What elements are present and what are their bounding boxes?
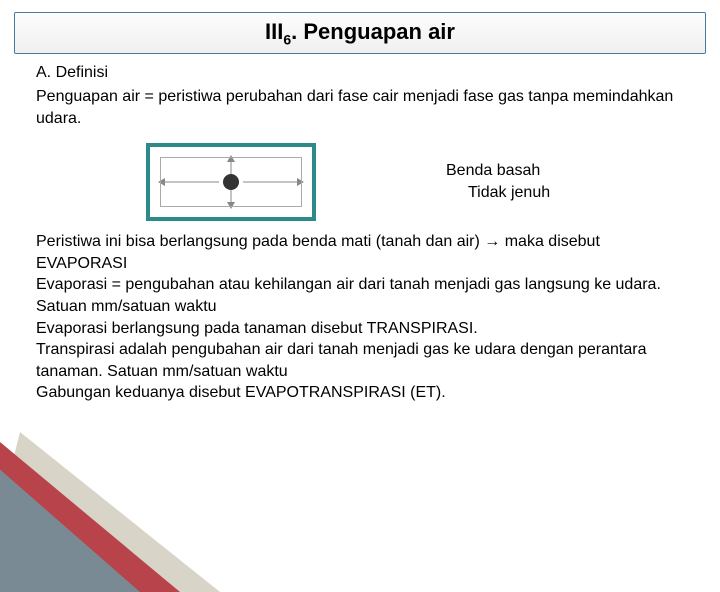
- bottom-accent-icon: [0, 432, 220, 592]
- center-dot-icon: [223, 174, 239, 190]
- header-title: . Penguapan air: [291, 19, 455, 44]
- content: A. Definisi Penguapan air = peristiwa pe…: [0, 62, 720, 404]
- arrow-down: [231, 183, 232, 203]
- body-p2: Evaporasi = pengubahan atau kehilangan a…: [36, 274, 684, 317]
- definition-heading: A. Definisi: [36, 62, 684, 84]
- body-p5: Gabungan keduanya disebut EVAPOTRANSPIRA…: [36, 382, 684, 404]
- arrow-left: [164, 182, 219, 183]
- arrow-up: [231, 161, 232, 181]
- header-prefix: III: [265, 19, 283, 44]
- definition-text: Penguapan air = peristiwa perubahan dari…: [36, 86, 684, 129]
- diagram-labels: Benda basah Tidak jenuh: [330, 160, 550, 205]
- arrowhead-down-icon: [227, 202, 235, 209]
- arrowhead-up-icon: [227, 155, 235, 162]
- diagram-row: Benda basah Tidak jenuh: [146, 143, 684, 221]
- arrow-right: [243, 182, 298, 183]
- header-sub: 6: [283, 31, 291, 47]
- header-box: III6. Penguapan air: [14, 12, 706, 54]
- diagram-box: [146, 143, 316, 221]
- header-text: III6. Penguapan air: [265, 19, 455, 44]
- body-p3: Evaporasi berlangsung pada tanaman diseb…: [36, 318, 684, 340]
- arrowhead-right-icon: [297, 178, 304, 186]
- body-text: Peristiwa ini bisa berlangsung pada bend…: [36, 231, 684, 404]
- body-p1: Peristiwa ini bisa berlangsung pada bend…: [36, 231, 684, 274]
- body-p4: Transpirasi adalah pengubahan air dari t…: [36, 339, 684, 382]
- arrowhead-left-icon: [158, 178, 165, 186]
- diagram-label-2: Tidak jenuh: [468, 182, 550, 204]
- diagram-label-1: Benda basah: [446, 160, 550, 182]
